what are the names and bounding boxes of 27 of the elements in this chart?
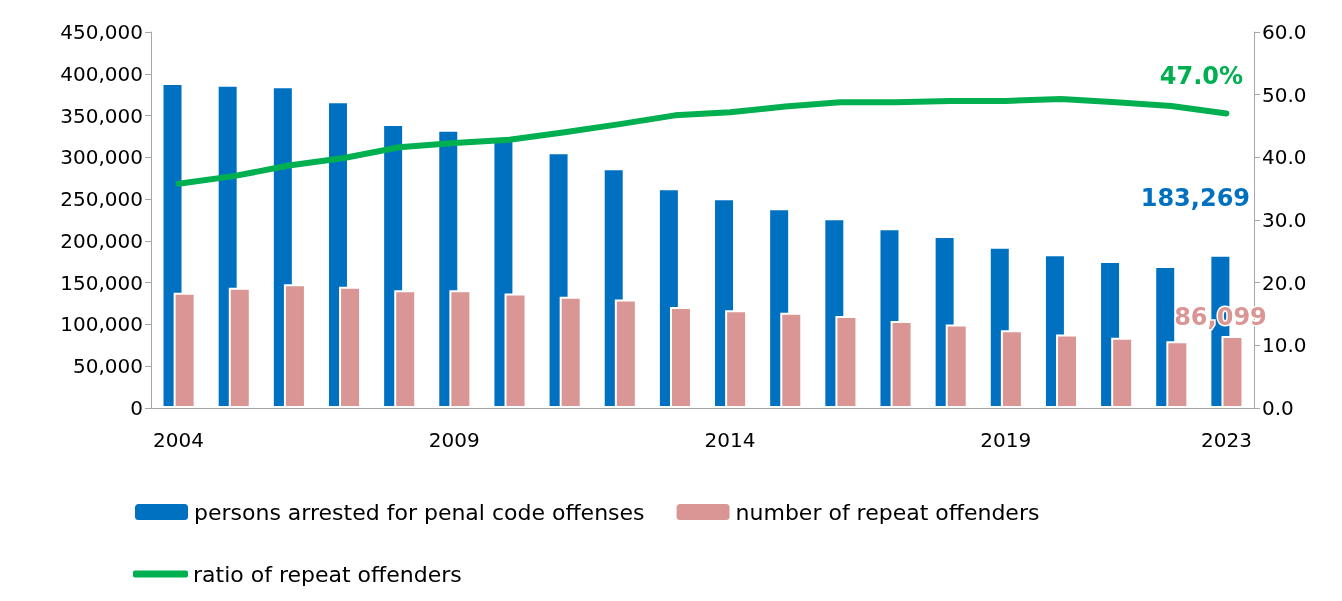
x-tick-label: 2004 xyxy=(153,428,205,452)
y2-tick-label: 30.0 xyxy=(1262,208,1307,232)
y2-tick-label: 50.0 xyxy=(1262,82,1307,107)
y2-tick-label: 20.0 xyxy=(1262,270,1307,295)
data-label: 183,269 xyxy=(1140,183,1251,212)
y2-tick-label: 60.0 xyxy=(1262,20,1307,44)
y2-tick-label: 0.0 xyxy=(1262,396,1294,420)
y-tick-label: 350,000 xyxy=(60,103,143,128)
y-tick-label: 300,000 xyxy=(60,145,143,170)
y-tick-label: 150,000 xyxy=(60,270,143,295)
y2-tick-label: 40.0 xyxy=(1262,145,1307,170)
data-label: 47.0% xyxy=(1159,62,1244,91)
y2-tick-label: 10.0 xyxy=(1262,333,1307,358)
y-tick-label: 450,000 xyxy=(60,20,143,44)
y-tick-label: 0 xyxy=(130,396,143,420)
x-tick-label: 2014 xyxy=(704,428,756,452)
x-tick-label: 2009 xyxy=(428,428,480,452)
y-tick-label: 50,000 xyxy=(73,354,143,379)
legend-label: number of repeat offenders xyxy=(735,499,1040,525)
legend-label: ratio of repeat offenders xyxy=(193,561,462,587)
legend-label: persons arrested for penal code offenses xyxy=(194,499,645,525)
y-tick-label: 200,000 xyxy=(60,228,143,253)
x-tick-label: 2019 xyxy=(980,428,1032,452)
y-tick-label: 250,000 xyxy=(60,187,143,212)
y-tick-label: 400,000 xyxy=(60,61,143,86)
y-tick-label: 100,000 xyxy=(60,312,143,337)
x-tick-label: 2023 xyxy=(1200,428,1252,452)
